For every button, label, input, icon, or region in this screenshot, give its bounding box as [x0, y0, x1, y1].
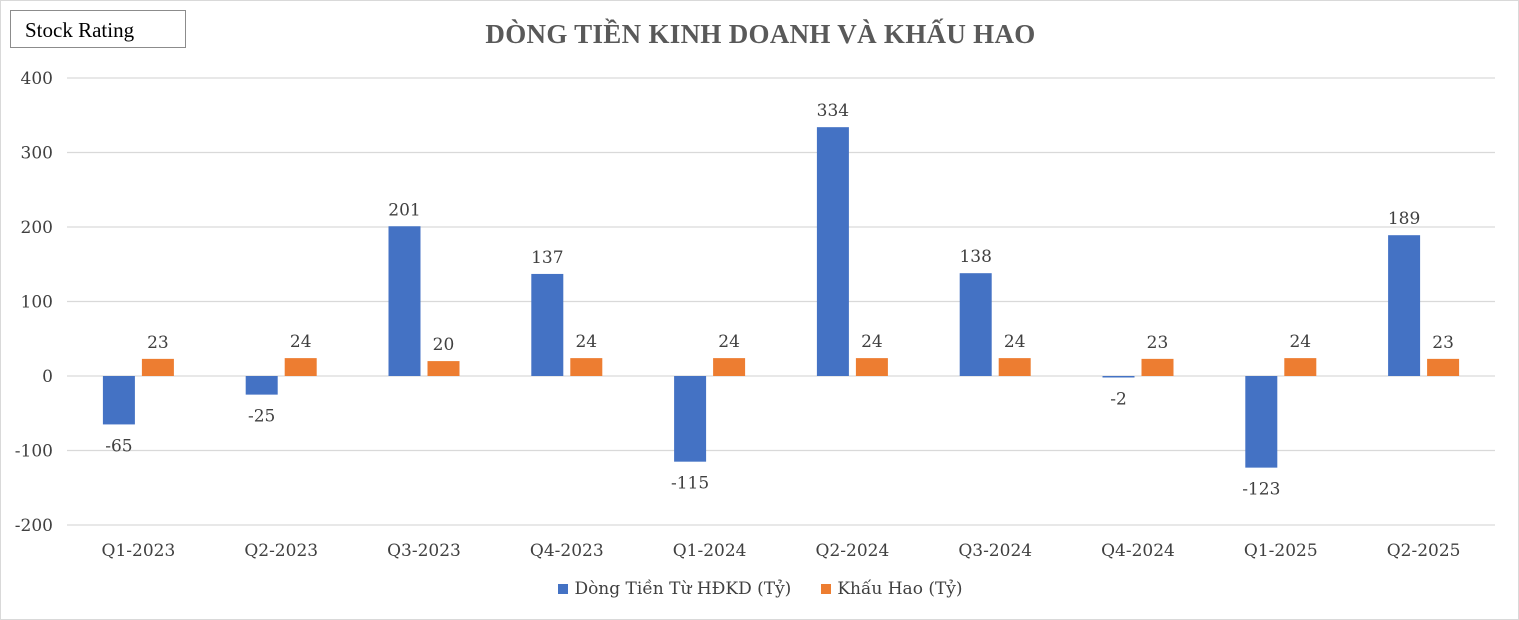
bar-cash-flow	[674, 376, 707, 462]
bar-cash-flow	[531, 273, 564, 376]
y-tick-label: -200	[15, 516, 53, 536]
bar-depreciation	[1427, 358, 1460, 376]
bar-depreciation	[713, 358, 746, 376]
data-label: 23	[1147, 333, 1169, 353]
x-tick-label: Q3-2023	[387, 541, 461, 561]
x-tick-label: Q1-2025	[1244, 541, 1318, 561]
bar-cash-flow	[1102, 376, 1135, 378]
legend: Dòng Tiền Từ HĐKD (Tỷ) Khấu Hao (Tỷ)	[1, 579, 1519, 599]
y-tick-label: 0	[42, 367, 53, 387]
data-label: 20	[433, 335, 455, 355]
data-label: -2	[1110, 389, 1127, 409]
data-label: 24	[718, 332, 740, 352]
x-tick-label: Q4-2024	[1101, 541, 1175, 561]
data-label: 137	[531, 248, 563, 268]
data-label: -123	[1242, 480, 1280, 500]
x-tick-label: Q4-2023	[530, 541, 604, 561]
x-tick-label: Q1-2024	[673, 541, 747, 561]
x-tick-label: Q2-2024	[816, 541, 890, 561]
bar-depreciation	[998, 358, 1031, 376]
x-tick-label: Q2-2023	[244, 541, 318, 561]
data-label: 23	[147, 333, 169, 353]
y-tick-label: 300	[21, 144, 53, 164]
x-tick-label: Q1-2023	[102, 541, 176, 561]
y-tick-label: -100	[15, 442, 53, 462]
bar-depreciation	[427, 361, 460, 376]
bar-cash-flow	[102, 376, 135, 425]
data-label: 24	[1289, 332, 1311, 352]
y-tick-label: 400	[21, 69, 53, 89]
data-label: 24	[861, 332, 883, 352]
data-label: -115	[671, 474, 709, 494]
bar-cash-flow	[388, 226, 421, 376]
data-label: 24	[1004, 332, 1026, 352]
plot-area: 400 300 200 100 0 -100 -200 -65 -25 201 137 -115 334…	[15, 69, 1495, 561]
data-label: 23	[1432, 333, 1454, 353]
chart-title: DÒNG TIỀN KINH DOANH VÀ KHẤU HAO	[485, 19, 1036, 49]
x-tick-label: Q2-2025	[1387, 541, 1461, 561]
data-label: -65	[105, 436, 132, 456]
x-tick-label: Q3-2024	[958, 541, 1032, 561]
data-label: 334	[817, 101, 849, 121]
bar-depreciation	[570, 358, 603, 376]
bar-cash-flow	[1388, 235, 1421, 376]
data-label: 189	[1388, 209, 1420, 229]
bar-depreciation	[1141, 358, 1174, 376]
data-label: 138	[959, 247, 991, 267]
bar-depreciation	[141, 358, 174, 376]
legend-label: Dòng Tiền Từ HĐKD (Tỷ)	[574, 579, 792, 599]
y-tick-label: 100	[21, 293, 53, 313]
data-label: -25	[248, 407, 275, 427]
legend-item: Khấu Hao (Tỷ)	[821, 579, 963, 599]
bar-cash-flow	[959, 273, 992, 376]
legend-swatch	[821, 584, 832, 594]
bar-cash-flow	[1245, 376, 1278, 468]
data-label: 201	[388, 200, 420, 220]
data-label: 24	[290, 332, 312, 352]
legend-label: Khấu Hao (Tỷ)	[837, 579, 963, 599]
y-tick-label: 200	[21, 218, 53, 238]
legend-item: Dòng Tiền Từ HĐKD (Tỷ)	[558, 579, 791, 599]
bar-cash-flow	[245, 376, 278, 395]
legend-swatch	[558, 584, 569, 594]
bar-depreciation	[855, 358, 888, 376]
stock-rating-badge: Stock Rating	[10, 10, 186, 48]
bar-depreciation	[1284, 358, 1317, 376]
bar-depreciation	[284, 358, 317, 376]
bar-cash-flow	[816, 127, 849, 376]
data-label: 24	[575, 332, 597, 352]
